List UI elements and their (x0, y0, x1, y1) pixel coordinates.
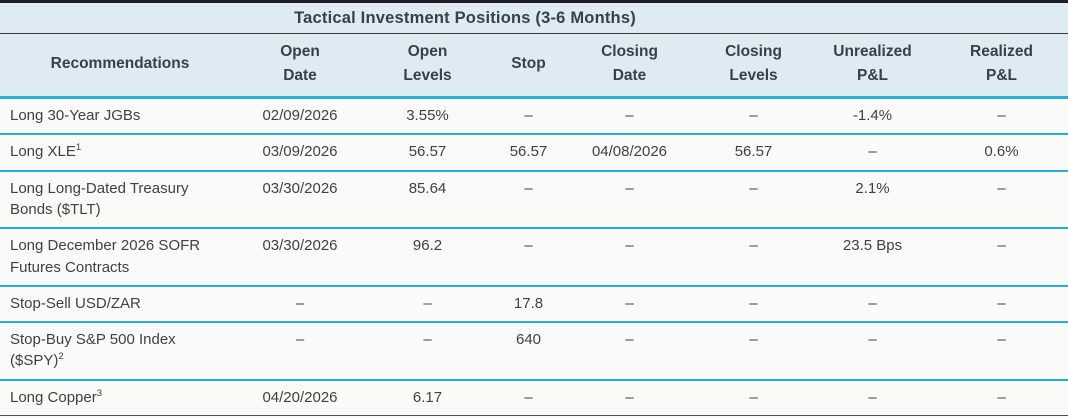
table-row: Long 30-Year JGBs 02/09/2026 3.55% – – –… (0, 97, 1068, 136)
closing-date-cell: – (562, 97, 697, 136)
recommendation-label: Long December 2026 SOFR Futures Contract… (10, 237, 201, 276)
closing-levels-cell: – (697, 285, 810, 324)
unrealized-pnl-cell: 23.5 Bps (810, 228, 935, 287)
realized-pnl-cell: – (935, 170, 1068, 230)
stop-cell: 17.8 (495, 285, 562, 324)
closing-levels-cell: – (697, 322, 810, 381)
unrealized-pnl-cell: – (810, 379, 935, 416)
footnote-marker: 2 (58, 351, 64, 363)
header-row: Recommendations Open Date Open Levels St… (0, 34, 1068, 100)
stop-cell: – (495, 97, 562, 136)
footnote-marker: 1 (75, 142, 82, 154)
table-header: Recommendations Open Date Open Levels St… (0, 34, 1068, 100)
table-row: Stop-Buy S&P 500 Index ($SPY)2 – – 640 –… (0, 322, 1068, 381)
open-date-cell: 03/09/2026 (240, 134, 360, 172)
table-row: Long December 2026 SOFR Futures Contract… (0, 228, 1068, 287)
realized-pnl-cell: – (935, 285, 1068, 324)
open-date-cell: 03/30/2026 (240, 170, 360, 230)
col-header-open-levels: Open Levels (360, 34, 495, 100)
open-levels-cell: 85.64 (360, 170, 495, 230)
closing-date-cell: – (562, 322, 697, 381)
col-header-closing-date: Closing Date (562, 34, 697, 100)
closing-date-cell: 04/08/2026 (562, 134, 697, 172)
col-header-recommendations: Recommendations (0, 34, 240, 100)
col-header-open-date: Open Date (240, 34, 360, 100)
open-date-cell: 04/20/2026 (240, 379, 360, 416)
col-header-realized-pnl: Realized P&L (935, 34, 1068, 100)
stop-cell: – (495, 379, 562, 416)
realized-pnl-cell: – (935, 379, 1068, 416)
table-row: Long XLE1 03/09/2026 56.57 56.57 04/08/2… (0, 134, 1068, 172)
recommendation-cell: Long Long-Dated Treasury Bonds ($TLT) (0, 170, 240, 230)
unrealized-pnl-cell: 2.1% (810, 170, 935, 230)
closing-levels-cell: 56.57 (697, 134, 810, 172)
open-levels-cell: 96.2 (360, 228, 495, 287)
table-title: Tactical Investment Positions (3-6 Month… (0, 0, 1068, 34)
closing-levels-cell: – (697, 228, 810, 287)
recommendation-cell: Long December 2026 SOFR Futures Contract… (0, 228, 240, 287)
open-date-cell: – (240, 322, 360, 381)
unrealized-pnl-cell: – (810, 285, 935, 324)
table-body: Long 30-Year JGBs 02/09/2026 3.55% – – –… (0, 97, 1068, 416)
unrealized-pnl-cell: -1.4% (810, 97, 935, 136)
recommendation-cell: Stop-Sell USD/ZAR (0, 285, 240, 324)
col-header-unrealized-pnl: Unrealized P&L (810, 34, 935, 100)
open-levels-cell: 56.57 (360, 134, 495, 172)
recommendation-label: Long Long-Dated Treasury Bonds ($TLT) (10, 179, 189, 218)
realized-pnl-cell: – (935, 97, 1068, 136)
stop-cell: 640 (495, 322, 562, 381)
recommendation-cell: Long Copper3 (0, 379, 240, 416)
closing-date-cell: – (562, 170, 697, 230)
open-date-cell: 03/30/2026 (240, 228, 360, 287)
table-row: Long Long-Dated Treasury Bonds ($TLT) 03… (0, 170, 1068, 230)
open-levels-cell: – (360, 322, 495, 381)
stop-cell: – (495, 228, 562, 287)
col-header-stop: Stop (495, 34, 562, 100)
realized-pnl-cell: – (935, 228, 1068, 287)
closing-date-cell: – (562, 228, 697, 287)
closing-date-cell: – (562, 285, 697, 324)
table-row: Stop-Sell USD/ZAR – – 17.8 – – – – (0, 285, 1068, 324)
recommendation-label: Long 30-Year JGBs (10, 107, 141, 125)
open-levels-cell: 6.17 (360, 379, 495, 416)
table-row: Long Copper3 04/20/2026 6.17 – – – – – (0, 379, 1068, 416)
stop-cell: – (495, 170, 562, 230)
unrealized-pnl-cell: – (810, 322, 935, 381)
recommendation-cell: Long 30-Year JGBs (0, 97, 240, 136)
recommendation-cell: Long XLE1 (0, 134, 240, 172)
realized-pnl-cell: – (935, 322, 1068, 381)
closing-levels-cell: – (697, 379, 810, 416)
realized-pnl-cell: 0.6% (935, 134, 1068, 172)
recommendation-cell: Stop-Buy S&P 500 Index ($SPY)2 (0, 322, 240, 381)
footnote-marker: 3 (96, 387, 103, 399)
closing-levels-cell: – (697, 170, 810, 230)
open-date-cell: 02/09/2026 (240, 97, 360, 136)
positions-table: Recommendations Open Date Open Levels St… (0, 34, 1068, 416)
recommendation-label: Stop-Buy S&P 500 Index ($SPY) (10, 331, 176, 370)
open-levels-cell: – (360, 285, 495, 324)
col-header-closing-levels: Closing Levels (697, 34, 810, 100)
stop-cell: 56.57 (495, 134, 562, 172)
open-levels-cell: 3.55% (360, 97, 495, 136)
open-date-cell: – (240, 285, 360, 324)
table-title-text: Tactical Investment Positions (3-6 Month… (294, 8, 636, 27)
recommendation-label: Long XLE (10, 143, 76, 161)
recommendation-label: Long Copper (10, 388, 97, 406)
recommendation-label: Stop-Sell USD/ZAR (10, 294, 141, 312)
unrealized-pnl-cell: – (810, 134, 935, 172)
closing-levels-cell: – (697, 97, 810, 136)
closing-date-cell: – (562, 379, 697, 416)
